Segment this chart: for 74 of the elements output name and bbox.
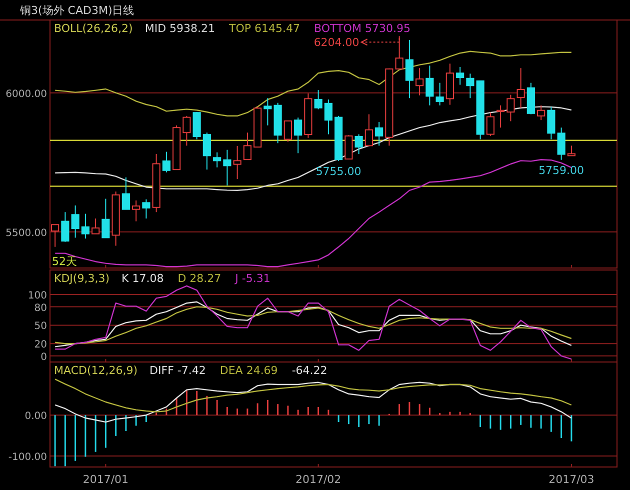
candlestick <box>132 200 140 222</box>
candlestick <box>314 90 322 110</box>
candlestick <box>182 115 191 146</box>
annotation: 6204.00 <box>314 36 360 50</box>
series-label: J -5.31 <box>234 272 270 285</box>
candlestick <box>395 36 404 70</box>
x-tick-label: 2017/02 <box>295 473 342 486</box>
line-series <box>54 382 572 423</box>
candlestick <box>506 94 515 122</box>
candlestick <box>294 117 302 154</box>
candlestick <box>213 152 222 168</box>
candlestick <box>264 98 272 126</box>
x-tick-label: 2017/03 <box>548 473 594 486</box>
candlestick <box>416 68 424 96</box>
y-tick-label: 20 <box>34 340 47 351</box>
candlestick <box>547 106 556 140</box>
annotation: 52天 <box>52 255 77 268</box>
legend-title: MACD(12,26,9) <box>54 364 138 377</box>
annotation: -64.22 <box>292 364 328 377</box>
candlestick <box>223 149 232 186</box>
y-tick-label: 80 <box>34 302 47 314</box>
candlestick <box>51 224 60 248</box>
candlestick <box>233 145 242 180</box>
candlestick <box>324 99 332 135</box>
candlestick <box>162 151 170 173</box>
text: BOTTOM 5730.95 <box>314 22 410 35</box>
annotation: 5759.00 <box>538 164 584 177</box>
candlestick <box>92 218 100 234</box>
candlestick <box>375 122 384 146</box>
candlestick <box>122 176 130 210</box>
y-tick-label: 0 <box>40 352 47 363</box>
candlestick <box>516 68 525 108</box>
line-series <box>54 378 572 412</box>
candlestick <box>364 114 373 146</box>
candlestick <box>102 198 110 238</box>
candlestick <box>436 82 444 106</box>
candlestick <box>81 213 90 240</box>
y-tick-label: 100 <box>28 290 47 302</box>
candlestick <box>142 198 150 220</box>
y-tick-label: 0.00 <box>24 411 47 422</box>
series-label: DIFF -7.42 <box>150 364 206 377</box>
candlestick <box>466 73 474 99</box>
candlestick <box>557 127 566 160</box>
y-tick-label: 50 <box>34 321 47 332</box>
candlestick <box>426 65 434 106</box>
candlestick <box>486 112 494 136</box>
candlestick <box>456 66 464 86</box>
line-series <box>54 285 572 360</box>
text: D 28.27 <box>178 272 222 285</box>
text: MID 5938.21 <box>144 22 216 35</box>
annotation: 5755.00 <box>316 164 362 178</box>
candlestick <box>61 212 70 242</box>
candlestick <box>71 204 80 238</box>
y-tick-label: -100.00 <box>8 452 47 463</box>
candlestick <box>243 132 252 160</box>
candlestick <box>405 40 414 99</box>
text: K 17.08 <box>122 272 164 285</box>
series-label: DEA 24.69 <box>220 364 278 377</box>
candlestick <box>192 112 201 140</box>
candlestick <box>496 104 505 128</box>
legend-title: BOLL(26,26,2) <box>54 22 133 35</box>
candlestick <box>344 134 353 160</box>
x-tick-label: 2017/01 <box>82 473 129 486</box>
candlestick <box>567 145 576 156</box>
candlestick <box>354 134 363 155</box>
line-series <box>54 50 572 116</box>
candlestick <box>284 120 292 142</box>
legend-title: KDJ(9,3,3) <box>54 272 110 285</box>
y-tick-label: 6000.00 <box>6 88 47 100</box>
candlestick <box>202 132 211 170</box>
text: TOP 6145.47 <box>228 22 300 35</box>
chart-title: 铜3(场外 CAD3M)日线 <box>19 4 134 17</box>
candlestick <box>537 104 546 121</box>
y-tick-label: 5500.00 <box>6 228 47 239</box>
